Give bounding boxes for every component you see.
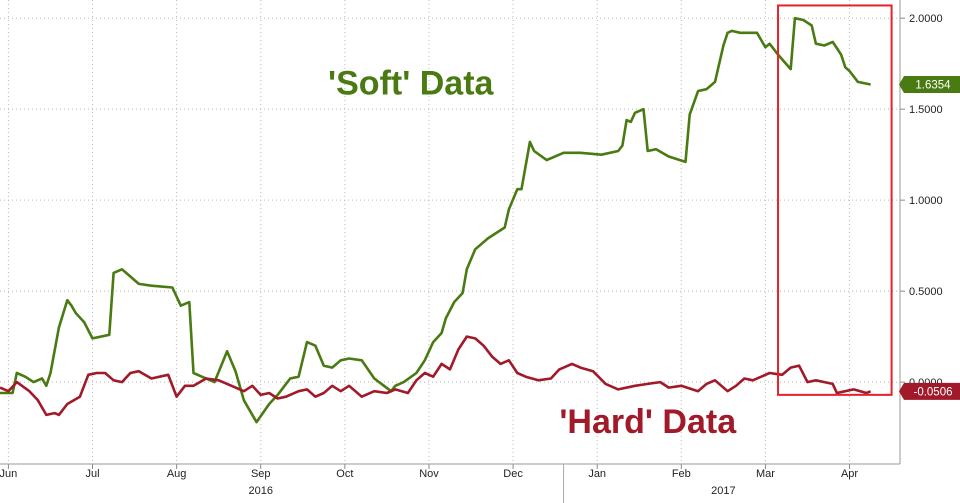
x-tick-label: Jan [588, 468, 606, 480]
soft-data-line [0, 16, 871, 424]
x-tick-label: Nov [419, 468, 439, 480]
year-label: 2017 [711, 485, 735, 497]
x-tick-label: Jun [0, 468, 17, 480]
hard-data-badge [899, 382, 960, 400]
x-tick-label: Mar [756, 468, 775, 480]
series-lines [0, 16, 872, 424]
x-tick-label: Feb [672, 468, 691, 480]
y-tick-label: 1.0000 [909, 195, 943, 207]
year-label: 2016 [249, 485, 273, 497]
soft-data-annotation: 'Soft' Data [328, 65, 494, 103]
gridlines [0, 0, 900, 464]
y-tick-label: 2.0000 [909, 13, 943, 25]
x-tick-label: Aug [167, 468, 187, 480]
x-tick-label: Oct [336, 468, 353, 480]
y-tick-label: 0.5000 [909, 286, 943, 298]
hard-data-badge-label: -0.0506 [913, 386, 952, 398]
y-tick-label: 1.5000 [909, 104, 943, 116]
soft-data-badge [899, 76, 960, 94]
x-tick-label: Apr [841, 468, 858, 480]
highlight-box [777, 4, 893, 396]
last-value-badges: 1.6354 -0.0506 [899, 76, 960, 400]
annotations: 'Soft' Data 'Hard' Data [328, 4, 893, 441]
x-axis: Jun Jul Aug Sep Oct Nov Dec Jan Feb Mar Apr 2016 201… [0, 463, 900, 503]
x-tick-label: Dec [503, 468, 523, 480]
x-tick-label: Jul [85, 468, 99, 480]
soft-data-badge-label: 1.6354 [915, 80, 951, 92]
hard-data-annotation: 'Hard' Data [559, 403, 737, 441]
x-tick-label: Sep [251, 468, 271, 480]
hard-data-line [0, 335, 872, 417]
